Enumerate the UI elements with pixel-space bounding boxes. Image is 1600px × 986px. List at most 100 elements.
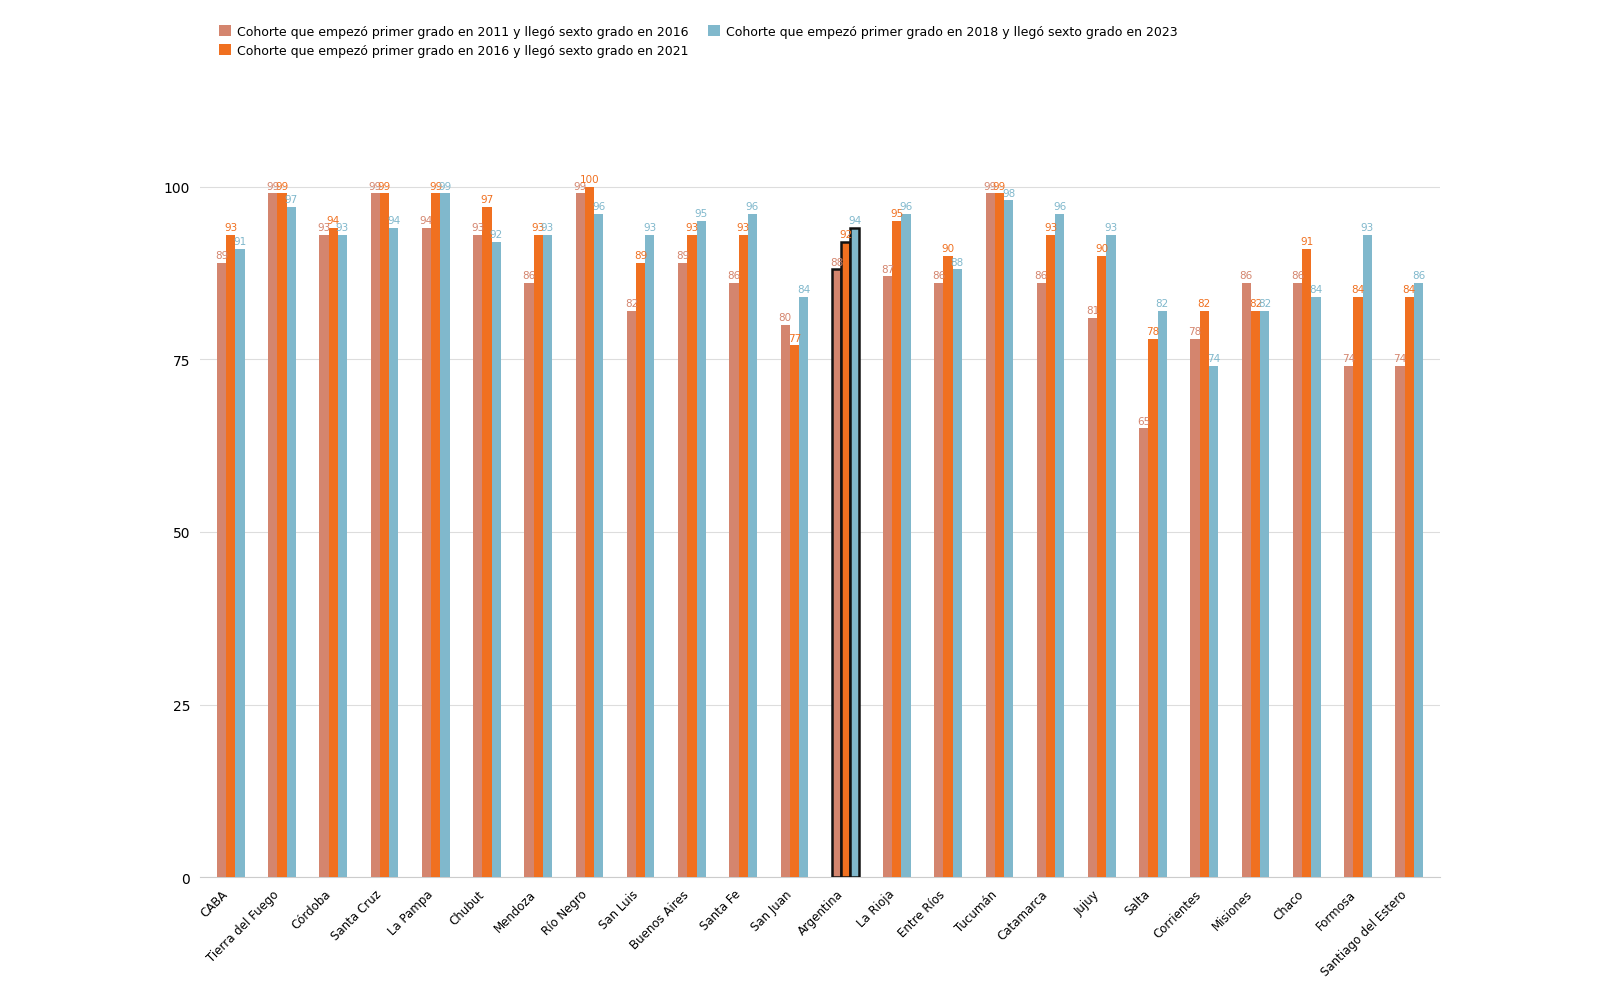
Text: 65: 65	[1138, 416, 1150, 426]
Bar	[944, 256, 952, 878]
Text: 99: 99	[984, 181, 997, 191]
Bar	[1054, 215, 1064, 878]
Bar	[277, 194, 286, 878]
Bar	[1139, 429, 1149, 878]
Text: 90: 90	[941, 244, 955, 253]
Text: 82: 82	[1258, 299, 1272, 309]
Bar	[1158, 312, 1166, 878]
Bar	[1037, 284, 1046, 878]
Bar	[901, 215, 910, 878]
Text: 96: 96	[592, 202, 605, 212]
Text: 86: 86	[1411, 271, 1426, 281]
Text: 82: 82	[1198, 299, 1211, 309]
Text: 84: 84	[1403, 285, 1416, 295]
Bar	[1302, 249, 1312, 878]
Bar	[218, 263, 226, 878]
Text: 93: 93	[470, 223, 485, 233]
Text: 96: 96	[899, 202, 912, 212]
Text: 86: 86	[728, 271, 741, 281]
Bar	[491, 243, 501, 878]
Text: 84: 84	[1352, 285, 1365, 295]
Bar	[952, 270, 962, 878]
Text: 86: 86	[1035, 271, 1048, 281]
Bar	[986, 194, 995, 878]
Text: 86: 86	[1291, 271, 1304, 281]
Bar	[1098, 256, 1107, 878]
Text: 94: 94	[326, 216, 339, 226]
Bar	[430, 194, 440, 878]
Bar	[1354, 298, 1363, 878]
Bar	[790, 346, 798, 878]
Text: 92: 92	[838, 230, 853, 240]
Text: 91: 91	[1301, 237, 1314, 246]
Bar	[798, 298, 808, 878]
Text: 100: 100	[579, 175, 600, 184]
Bar	[842, 243, 850, 878]
Bar	[482, 208, 491, 878]
Bar	[627, 312, 637, 878]
Bar	[286, 208, 296, 878]
Text: 82: 82	[1155, 299, 1170, 309]
Text: 93: 93	[736, 223, 750, 233]
Text: 96: 96	[746, 202, 758, 212]
Bar	[1414, 284, 1422, 878]
Text: 81: 81	[1086, 306, 1099, 316]
Text: 78: 78	[1147, 326, 1160, 336]
Text: 89: 89	[677, 250, 690, 260]
Text: 98: 98	[1002, 188, 1014, 198]
Bar	[1210, 367, 1218, 878]
Bar	[637, 263, 645, 878]
Text: 86: 86	[933, 271, 946, 281]
Text: 93: 93	[1043, 223, 1058, 233]
Text: 82: 82	[1250, 299, 1262, 309]
Text: 93: 93	[685, 223, 699, 233]
Text: 84: 84	[1309, 285, 1323, 295]
Text: 80: 80	[779, 313, 792, 322]
Text: 93: 93	[1360, 223, 1374, 233]
Bar	[696, 222, 706, 878]
Bar	[379, 194, 389, 878]
Bar	[338, 236, 347, 878]
Bar	[226, 236, 235, 878]
Text: 74: 74	[1394, 354, 1406, 364]
Bar	[1003, 201, 1013, 878]
Bar	[1293, 284, 1302, 878]
Bar	[586, 187, 594, 878]
Text: 74: 74	[1342, 354, 1355, 364]
Bar	[320, 236, 328, 878]
Bar	[269, 194, 277, 878]
Text: 90: 90	[1096, 244, 1109, 253]
Bar	[739, 236, 747, 878]
Bar	[328, 229, 338, 878]
Bar	[1344, 367, 1354, 878]
Bar	[747, 215, 757, 878]
Bar	[474, 236, 482, 878]
Text: 94: 94	[387, 216, 400, 226]
Bar	[1312, 298, 1320, 878]
Bar	[1107, 236, 1115, 878]
Text: 97: 97	[480, 195, 493, 205]
Text: 94: 94	[419, 216, 434, 226]
Text: 97: 97	[285, 195, 298, 205]
Text: 93: 93	[224, 223, 237, 233]
Bar	[1405, 298, 1414, 878]
Text: 89: 89	[214, 250, 229, 260]
Bar	[1363, 236, 1371, 878]
Text: 93: 93	[531, 223, 546, 233]
Bar	[883, 277, 893, 878]
Bar	[730, 284, 739, 878]
Text: 93: 93	[317, 223, 331, 233]
Text: 99: 99	[368, 181, 382, 191]
Bar	[688, 236, 696, 878]
Text: 82: 82	[626, 299, 638, 309]
Bar	[1395, 367, 1405, 878]
Text: 87: 87	[882, 264, 894, 274]
Bar	[832, 270, 842, 878]
Text: 88: 88	[950, 257, 963, 267]
Text: 96: 96	[1053, 202, 1067, 212]
Text: 77: 77	[787, 333, 802, 343]
Bar	[594, 215, 603, 878]
Bar	[1190, 339, 1200, 878]
Bar	[533, 236, 542, 878]
Text: 88: 88	[830, 257, 843, 267]
